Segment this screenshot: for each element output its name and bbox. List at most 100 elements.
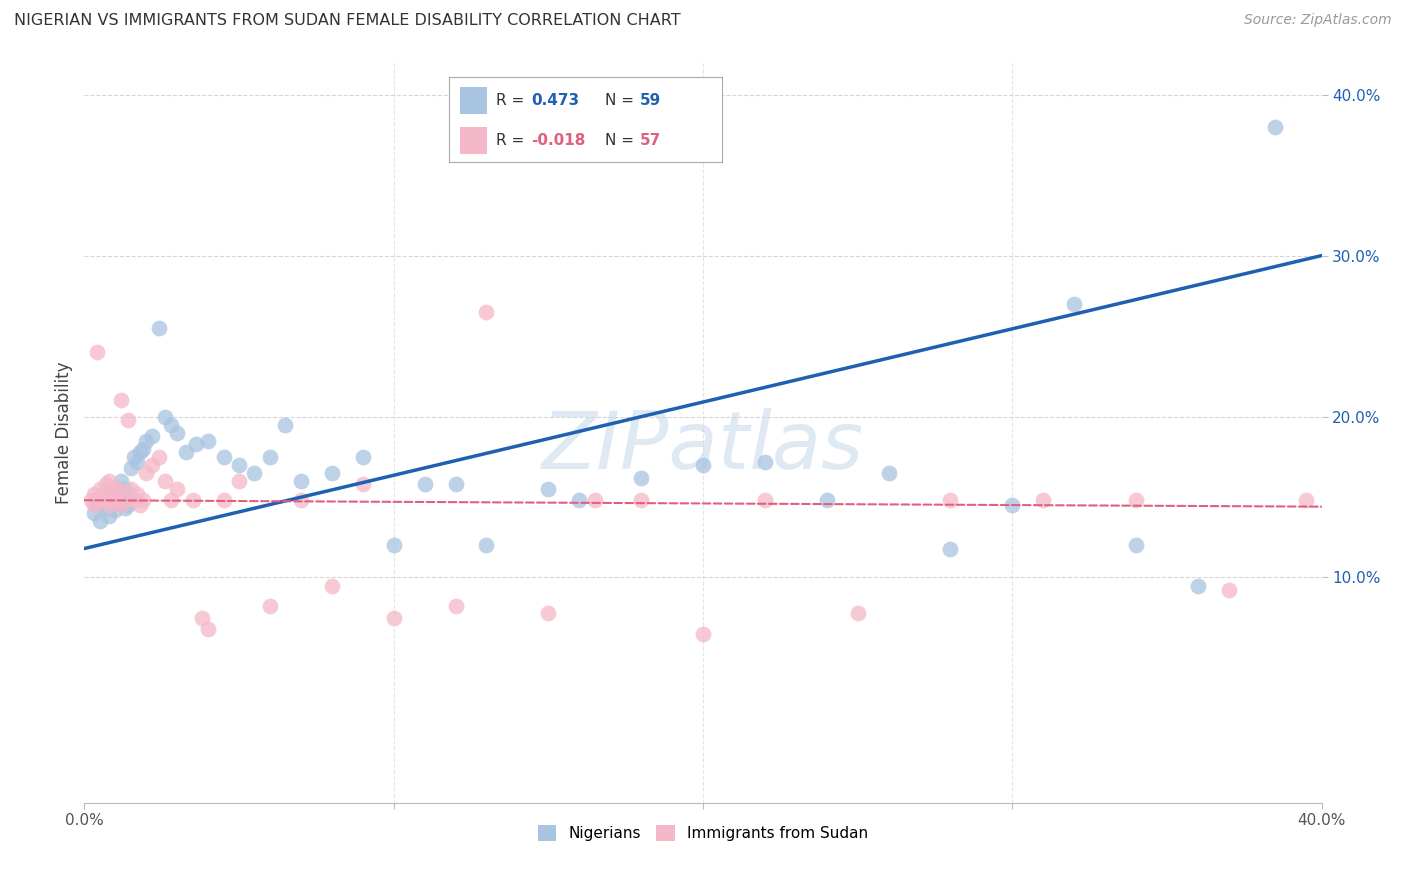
Point bbox=[132, 493, 155, 508]
Point bbox=[176, 445, 198, 459]
Point bbox=[107, 482, 129, 496]
Point bbox=[141, 429, 163, 443]
Point bbox=[91, 487, 114, 501]
Point bbox=[754, 454, 776, 468]
Point bbox=[120, 461, 142, 475]
Point bbox=[94, 493, 117, 508]
Point bbox=[141, 458, 163, 472]
Point bbox=[1264, 120, 1286, 134]
Point bbox=[148, 450, 170, 464]
Point bbox=[537, 606, 560, 620]
Point bbox=[197, 622, 219, 636]
Point bbox=[1001, 498, 1024, 512]
Point bbox=[104, 487, 127, 501]
Point bbox=[692, 627, 714, 641]
Point bbox=[129, 445, 152, 459]
Point bbox=[1187, 578, 1209, 592]
Point bbox=[86, 345, 108, 359]
Point bbox=[117, 413, 139, 427]
Point bbox=[166, 482, 188, 496]
Point bbox=[184, 437, 207, 451]
Point bbox=[153, 474, 176, 488]
Point bbox=[537, 482, 560, 496]
Point bbox=[1063, 297, 1085, 311]
Point bbox=[91, 493, 114, 508]
Point bbox=[197, 434, 219, 448]
Point bbox=[125, 454, 148, 468]
Point bbox=[83, 487, 105, 501]
Point bbox=[122, 450, 145, 464]
Point bbox=[104, 493, 127, 508]
Point bbox=[104, 503, 127, 517]
Point bbox=[117, 498, 139, 512]
Point bbox=[148, 321, 170, 335]
Point bbox=[352, 450, 374, 464]
Point bbox=[444, 599, 467, 614]
Point bbox=[382, 610, 405, 624]
Point bbox=[846, 606, 869, 620]
Point bbox=[98, 498, 121, 512]
Point bbox=[79, 493, 101, 508]
Point bbox=[321, 578, 343, 592]
Point bbox=[1032, 493, 1054, 508]
Legend: Nigerians, Immigrants from Sudan: Nigerians, Immigrants from Sudan bbox=[531, 819, 875, 847]
Point bbox=[444, 477, 467, 491]
Point bbox=[114, 501, 136, 516]
Point bbox=[181, 493, 204, 508]
Point bbox=[274, 417, 297, 432]
Point bbox=[1218, 583, 1240, 598]
Point bbox=[259, 450, 281, 464]
Point bbox=[212, 450, 235, 464]
Point bbox=[98, 509, 121, 524]
Point bbox=[754, 493, 776, 508]
Point bbox=[939, 541, 962, 556]
Point bbox=[120, 482, 142, 496]
Point bbox=[94, 490, 117, 504]
Text: Source: ZipAtlas.com: Source: ZipAtlas.com bbox=[1244, 13, 1392, 28]
Point bbox=[129, 498, 152, 512]
Point bbox=[107, 493, 129, 508]
Point bbox=[89, 493, 111, 508]
Point bbox=[107, 490, 129, 504]
Point bbox=[110, 393, 132, 408]
Point bbox=[110, 474, 132, 488]
Point bbox=[568, 493, 591, 508]
Point bbox=[89, 514, 111, 528]
Point bbox=[114, 482, 136, 496]
Point bbox=[101, 493, 124, 508]
Point bbox=[114, 493, 136, 508]
Point bbox=[259, 599, 281, 614]
Point bbox=[160, 417, 183, 432]
Point bbox=[83, 506, 105, 520]
Point bbox=[83, 498, 105, 512]
Point bbox=[86, 498, 108, 512]
Point bbox=[815, 493, 838, 508]
Point bbox=[352, 477, 374, 491]
Point bbox=[101, 482, 124, 496]
Point bbox=[630, 493, 652, 508]
Point bbox=[1295, 493, 1317, 508]
Point bbox=[243, 466, 266, 480]
Point bbox=[98, 487, 121, 501]
Point bbox=[413, 477, 436, 491]
Point bbox=[117, 490, 139, 504]
Text: ZIPatlas: ZIPatlas bbox=[541, 409, 865, 486]
Point bbox=[153, 409, 176, 424]
Point bbox=[166, 425, 188, 440]
Point bbox=[125, 487, 148, 501]
Point bbox=[110, 498, 132, 512]
Point bbox=[1125, 493, 1147, 508]
Point bbox=[94, 477, 117, 491]
Y-axis label: Female Disability: Female Disability bbox=[55, 361, 73, 504]
Point bbox=[107, 482, 129, 496]
Point bbox=[122, 493, 145, 508]
Point bbox=[692, 458, 714, 472]
Point bbox=[110, 493, 132, 508]
Point bbox=[228, 458, 250, 472]
Point bbox=[1125, 538, 1147, 552]
Point bbox=[290, 493, 312, 508]
Point bbox=[583, 493, 606, 508]
Point bbox=[89, 482, 111, 496]
Point bbox=[86, 493, 108, 508]
Point bbox=[475, 538, 498, 552]
